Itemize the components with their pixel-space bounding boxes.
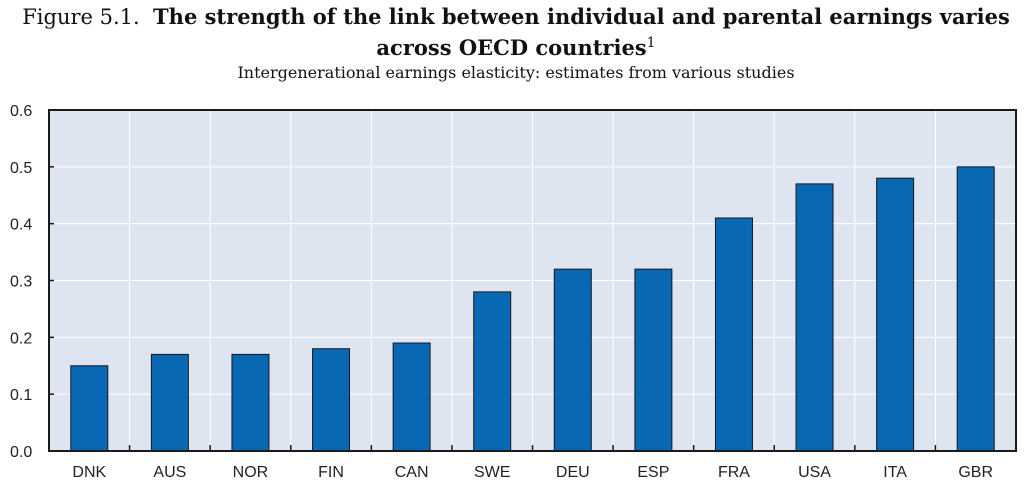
y-tick-label: 0.3	[10, 274, 32, 291]
y-tick-label: 0.6	[10, 103, 32, 120]
y-tick-label: 0.4	[10, 217, 32, 234]
x-tick-label: ESP	[637, 464, 669, 481]
title-line2: across OECD countries	[376, 35, 647, 60]
bar-dnk	[70, 365, 109, 452]
x-tick-label: ITA	[883, 464, 907, 481]
bar-fra	[714, 217, 753, 452]
title-footnote: 1	[646, 35, 656, 51]
x-tick-label: DNK	[72, 464, 106, 481]
bar-ita	[876, 177, 915, 452]
x-tick-label: FIN	[318, 464, 344, 481]
x-tick-label: GBR	[958, 464, 993, 481]
x-tick-label: DEU	[556, 464, 590, 481]
y-tick-label: 0.5	[10, 160, 32, 177]
bar-swe	[473, 291, 512, 452]
chart-title: Figure 5.1. The strength of the link bet…	[0, 4, 1032, 61]
title-line1: The strength of the link between individ…	[153, 4, 1010, 29]
bar-fin	[312, 348, 351, 452]
bar-usa	[795, 183, 834, 452]
bar-gbr	[956, 166, 995, 452]
bar-aus	[150, 353, 189, 452]
bar-esp	[634, 268, 673, 452]
x-tick-label: SWE	[474, 464, 510, 481]
x-tick-label: CAN	[395, 464, 429, 481]
x-tick-label: NOR	[233, 464, 269, 481]
bar-can	[392, 342, 431, 452]
x-tick-label: AUS	[153, 464, 186, 481]
y-tick-label: 0.1	[10, 387, 32, 404]
plot-border	[48, 109, 1017, 452]
bar-deu	[553, 268, 592, 452]
chart-subtitle: Intergenerational earnings elasticity: e…	[237, 63, 795, 82]
y-tick-label: 0.2	[10, 330, 32, 347]
x-tick-label: FRA	[718, 464, 750, 481]
x-tick-label: USA	[798, 464, 831, 481]
figure-label: Figure 5.1.	[22, 5, 140, 29]
y-tick-label: 0.0	[10, 444, 32, 461]
bar-nor	[231, 353, 270, 452]
